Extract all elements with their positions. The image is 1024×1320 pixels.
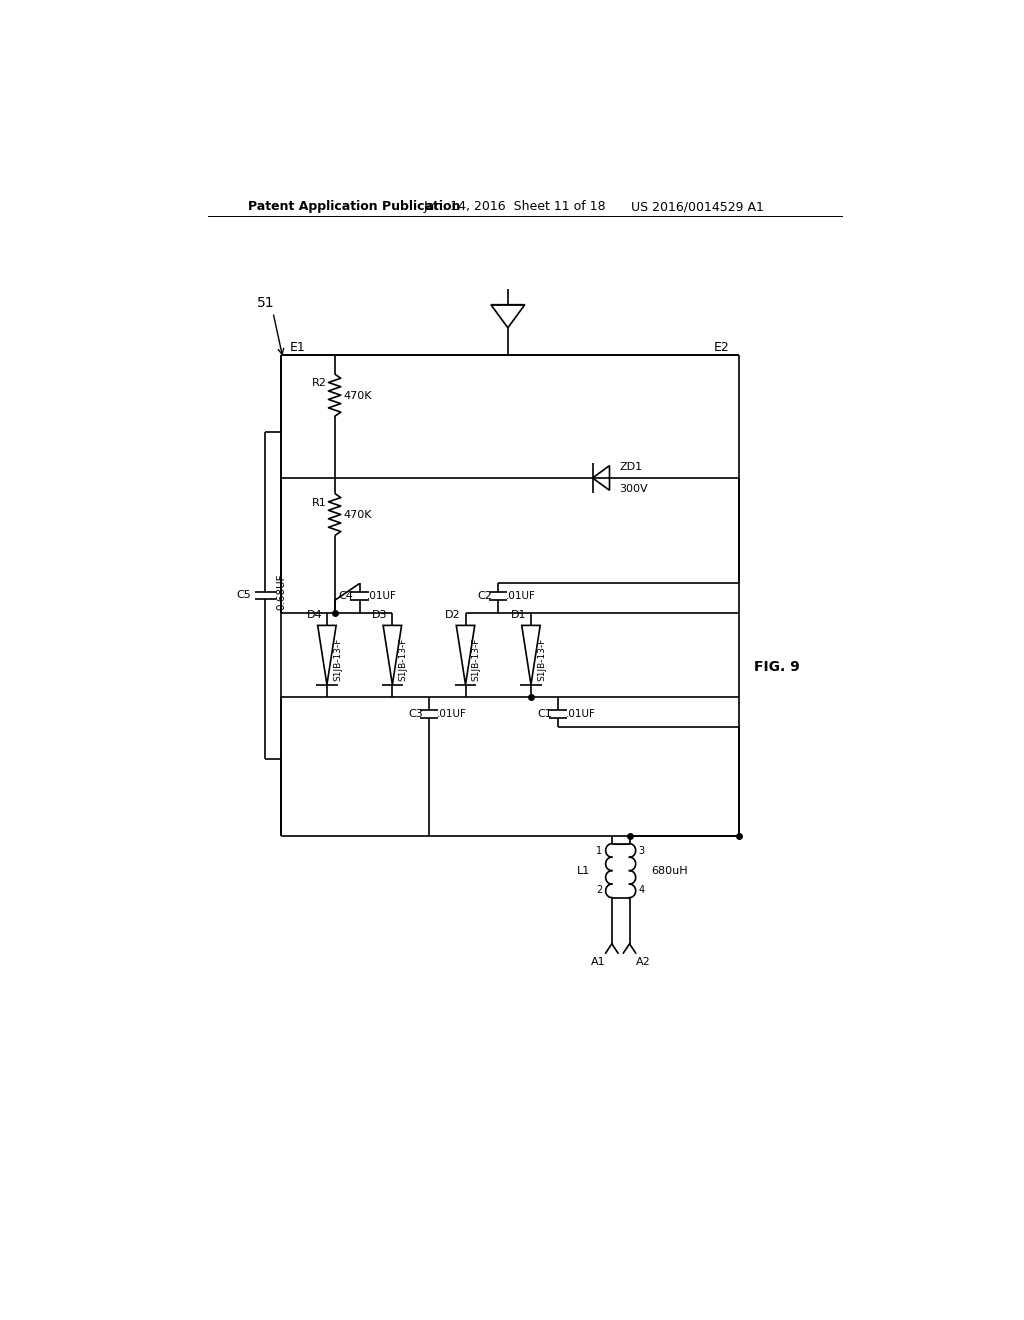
Text: S1JB-13-F: S1JB-13-F <box>472 638 480 681</box>
Text: A2: A2 <box>636 957 650 968</box>
Text: R2: R2 <box>312 379 327 388</box>
Text: 0.68UF: 0.68UF <box>276 573 287 610</box>
Text: D1: D1 <box>511 610 526 620</box>
Text: Patent Application Publication: Patent Application Publication <box>248 201 460 214</box>
Text: C1: C1 <box>537 709 552 719</box>
Text: C2: C2 <box>477 591 493 601</box>
Text: 2: 2 <box>596 884 602 895</box>
Text: 470K: 470K <box>344 510 373 520</box>
Text: 680uH: 680uH <box>651 866 688 875</box>
Text: .01UF: .01UF <box>436 709 467 719</box>
Text: US 2016/0014529 A1: US 2016/0014529 A1 <box>631 201 764 214</box>
Text: 4: 4 <box>639 884 645 895</box>
Text: S1JB-13-F: S1JB-13-F <box>333 638 342 681</box>
Text: .01UF: .01UF <box>368 591 397 601</box>
Text: S1JB-13-F: S1JB-13-F <box>538 638 546 681</box>
Text: S1JB-13-F: S1JB-13-F <box>398 638 408 681</box>
Text: E1: E1 <box>290 341 306 354</box>
Text: .01UF: .01UF <box>565 709 596 719</box>
Text: C5: C5 <box>237 590 252 601</box>
Text: C3: C3 <box>408 709 423 719</box>
Text: C4: C4 <box>339 591 353 601</box>
Text: D4: D4 <box>306 610 323 620</box>
Text: FIG. 9: FIG. 9 <box>755 660 800 673</box>
Text: A1: A1 <box>591 957 605 968</box>
Text: E2: E2 <box>714 341 730 354</box>
Text: 300V: 300V <box>620 483 648 494</box>
Text: D2: D2 <box>445 610 461 620</box>
Text: ZD1: ZD1 <box>620 462 643 473</box>
Text: 51: 51 <box>256 296 274 310</box>
Text: Jan. 14, 2016  Sheet 11 of 18: Jan. 14, 2016 Sheet 11 of 18 <box>423 201 606 214</box>
Text: .01UF: .01UF <box>506 591 536 601</box>
Text: L1: L1 <box>577 866 590 875</box>
Text: 470K: 470K <box>344 391 373 400</box>
Text: 3: 3 <box>639 846 645 857</box>
Text: 1: 1 <box>596 846 602 857</box>
Text: R1: R1 <box>312 498 327 508</box>
Text: D3: D3 <box>373 610 388 620</box>
